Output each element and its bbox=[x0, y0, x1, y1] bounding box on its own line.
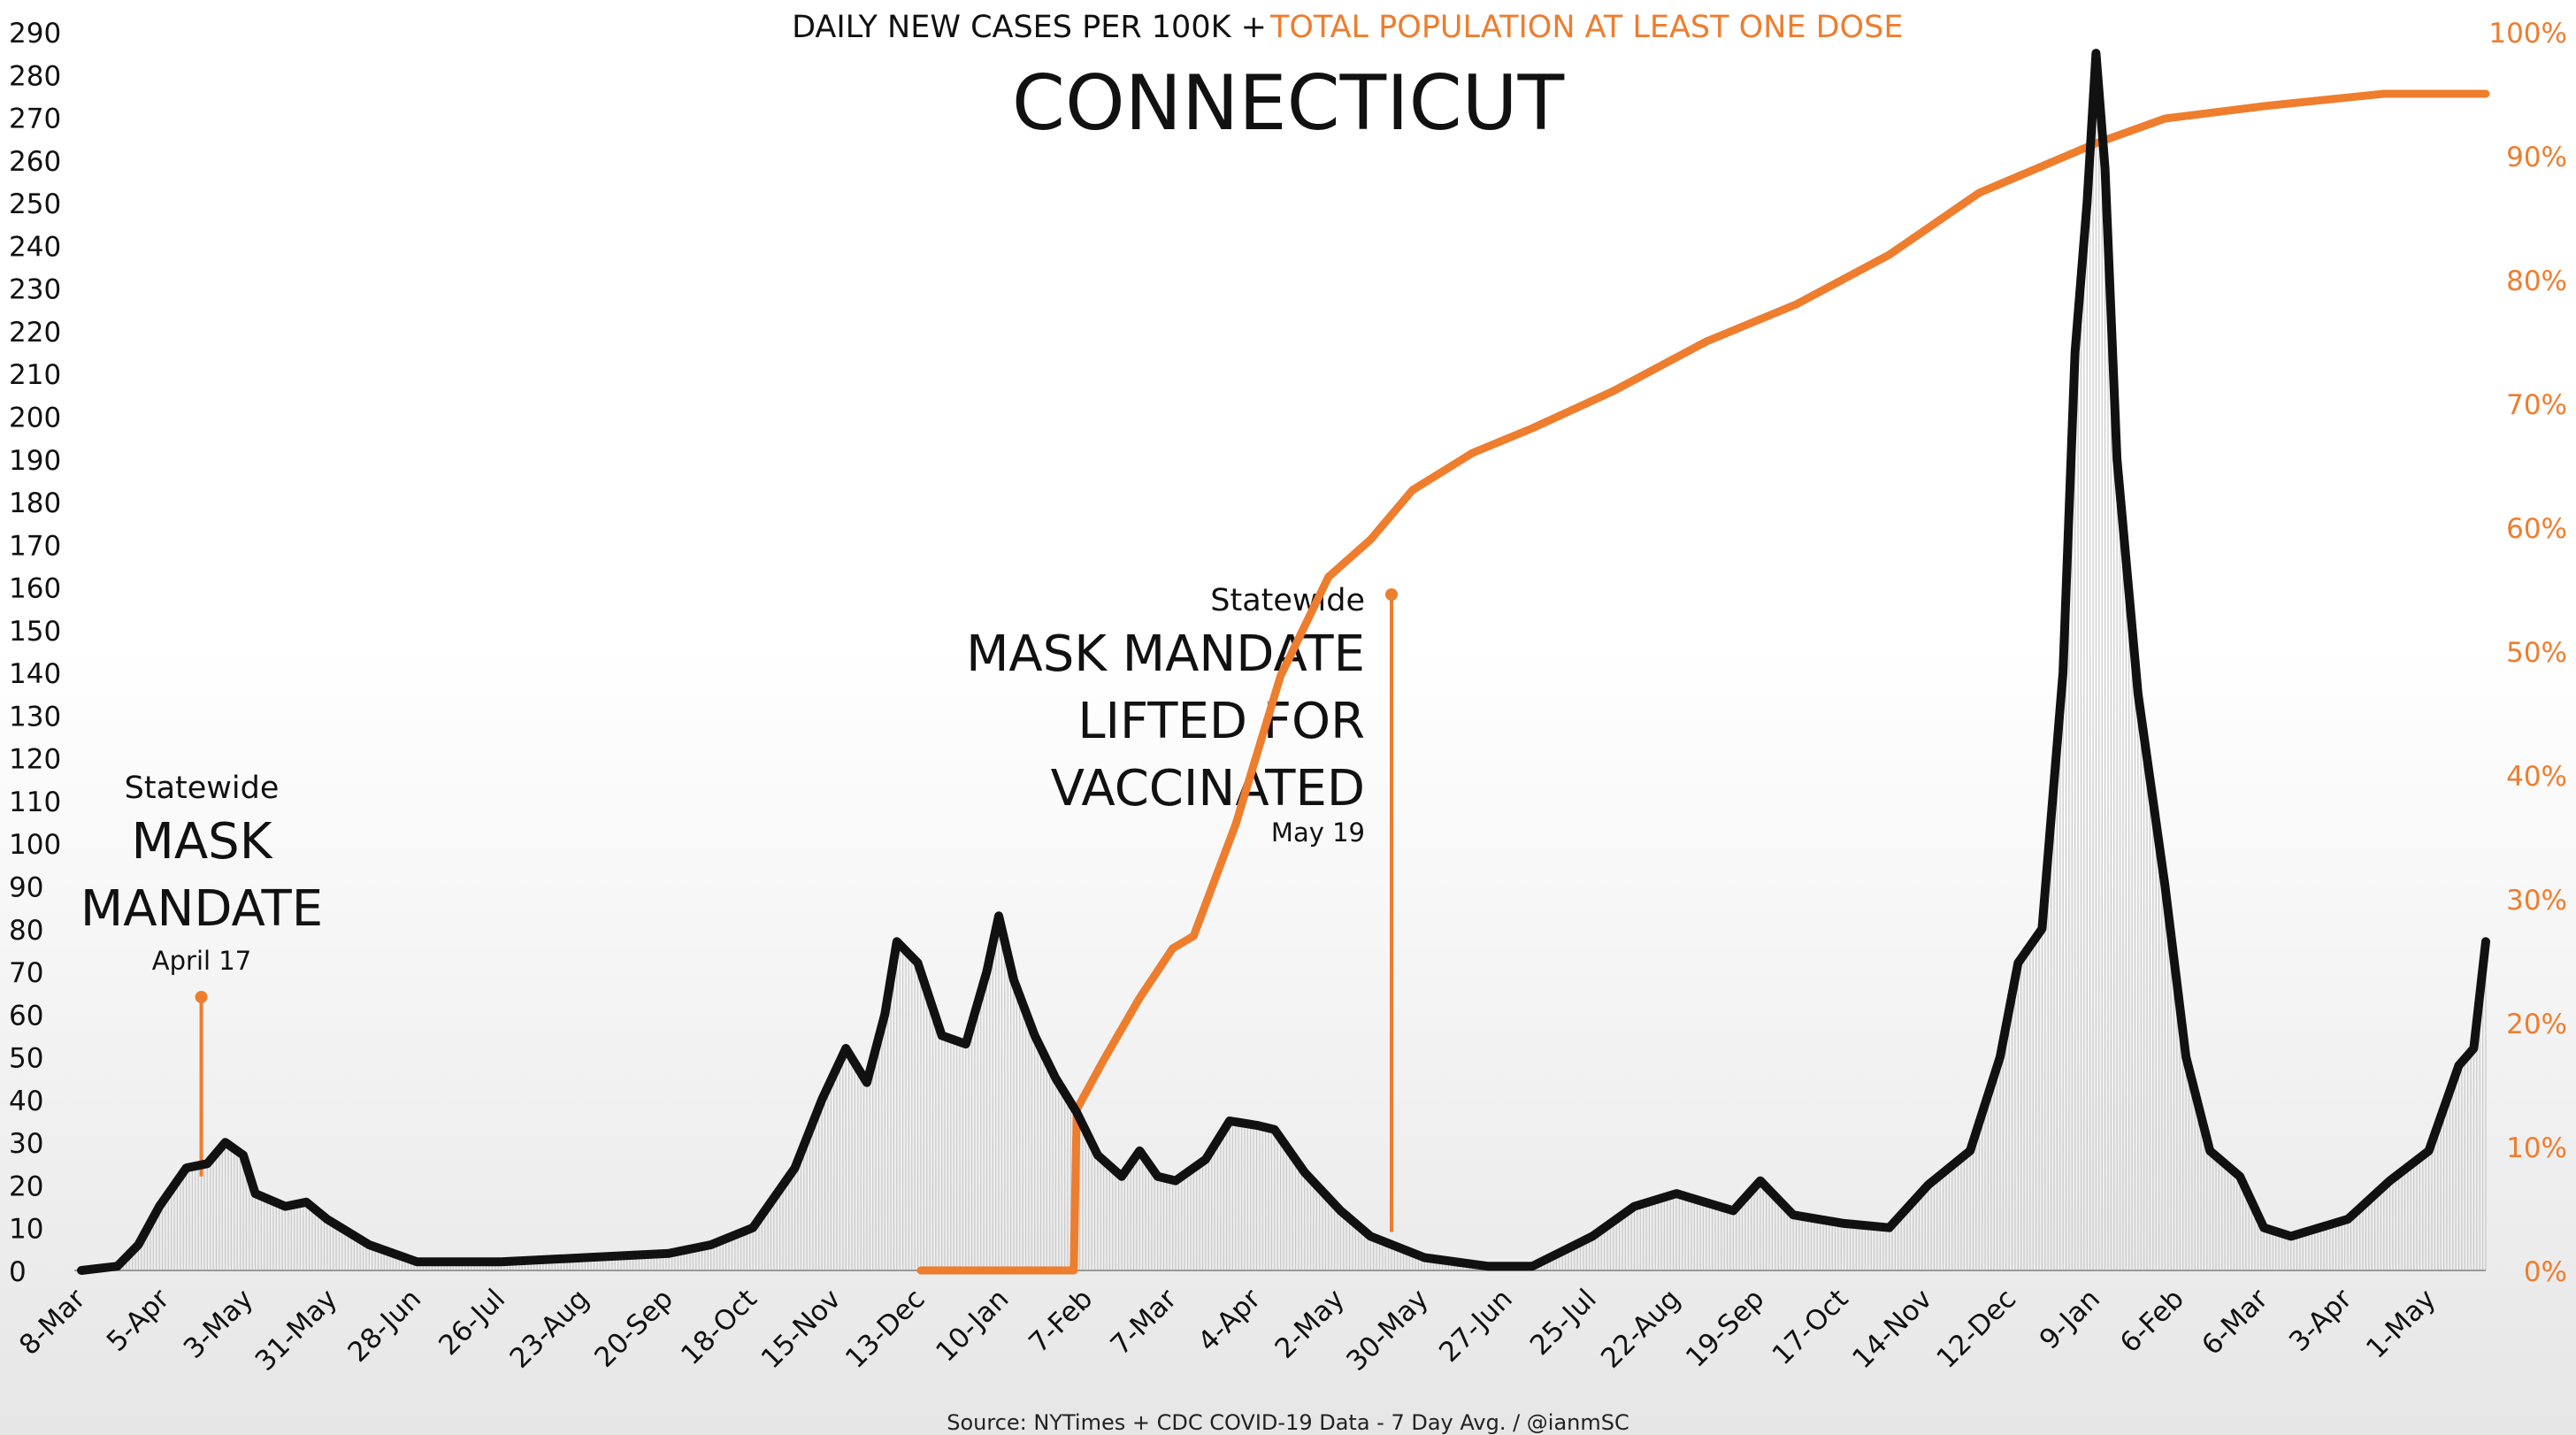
x-tick-label: 3-Apr bbox=[2283, 1283, 2358, 1358]
y-left-tick-label: 290 bbox=[9, 18, 61, 50]
x-tick-label: 14-Nov bbox=[1846, 1283, 1938, 1375]
y-left-tick-label: 10 bbox=[9, 1214, 43, 1246]
x-tick-label: 30-May bbox=[1340, 1283, 1435, 1377]
annotation-dot bbox=[195, 991, 208, 1003]
y-left-tick-label: 190 bbox=[9, 445, 61, 477]
annotation-small: Statewide bbox=[1210, 583, 1365, 618]
y-left-tick-label: 280 bbox=[9, 60, 61, 92]
y-right-tick-label: 70% bbox=[2506, 389, 2567, 421]
x-tick-label: 31-May bbox=[249, 1283, 344, 1377]
x-tick-label: 1-May bbox=[2360, 1283, 2442, 1365]
annotation-big: LIFTED FOR bbox=[1077, 693, 1365, 750]
y-right-tick-label: 10% bbox=[2506, 1132, 2567, 1164]
y-left-tick-label: 250 bbox=[9, 188, 61, 220]
x-tick-label: 15-Nov bbox=[755, 1283, 847, 1375]
y-right-tick-label: 60% bbox=[2506, 513, 2567, 545]
x-tick-label: 7-Mar bbox=[1105, 1283, 1184, 1362]
x-tick-label: 19-Sep bbox=[1680, 1283, 1771, 1374]
x-tick-label: 12-Dec bbox=[1931, 1283, 2023, 1375]
y-right-tick-label: 50% bbox=[2506, 637, 2567, 669]
y-left-tick-label: 260 bbox=[9, 146, 61, 178]
x-tick-label: 28-Jun bbox=[341, 1283, 427, 1369]
x-tick-label: 18-Oct bbox=[675, 1283, 763, 1371]
x-tick-label: 2-May bbox=[1269, 1283, 1351, 1365]
source-note: Source: NYTimes + CDC COVID-19 Data - 7 … bbox=[947, 1410, 1629, 1435]
chart-title: CONNECTICUT bbox=[1012, 59, 1565, 148]
y-left-tick-label: 130 bbox=[9, 701, 61, 733]
annotation-big: VACCINATED bbox=[1051, 760, 1365, 817]
annotation-date: April 17 bbox=[152, 946, 251, 976]
y-left-tick-label: 90 bbox=[9, 872, 43, 904]
vaccine-line bbox=[916, 89, 2490, 1275]
y-right-tick-label: 20% bbox=[2506, 1009, 2567, 1040]
y-left-tick-label: 210 bbox=[9, 359, 61, 391]
x-tick-label: 7-Feb bbox=[1023, 1283, 1099, 1359]
annotation-date: May 19 bbox=[1271, 817, 1365, 848]
y-left-tick-label: 150 bbox=[9, 616, 61, 648]
y-left-axis: 0 10 20 30 40 50 60 70 80 90 100 110 120 130 140 150 160… bbox=[9, 18, 61, 1288]
x-tick-label: 5-Apr bbox=[101, 1283, 176, 1358]
y-left-tick-label: 170 bbox=[9, 530, 61, 562]
y-left-tick-label: 120 bbox=[9, 744, 61, 776]
y-left-tick-label: 30 bbox=[9, 1128, 43, 1160]
annotation-big: MANDATE bbox=[80, 880, 323, 938]
y-left-tick-label: 80 bbox=[9, 915, 43, 947]
y-right-tick-label: 40% bbox=[2506, 761, 2567, 793]
y-right-tick-label: 30% bbox=[2506, 885, 2567, 917]
x-tick-label: 4-Apr bbox=[1192, 1283, 1267, 1358]
y-left-tick-label: 140 bbox=[9, 658, 61, 690]
x-tick-label: 23-Aug bbox=[503, 1283, 595, 1375]
y-right-tick-label: 90% bbox=[2506, 142, 2567, 173]
y-left-tick-label: 220 bbox=[9, 317, 61, 349]
x-tick-label: 22-Aug bbox=[1595, 1283, 1687, 1375]
y-left-tick-label: 40 bbox=[9, 1086, 43, 1117]
y-left-tick-label: 180 bbox=[9, 487, 61, 519]
x-tick-label: 10-Jan bbox=[930, 1283, 1015, 1368]
y-left-tick-label: 160 bbox=[9, 573, 61, 605]
y-left-tick-label: 20 bbox=[9, 1170, 43, 1202]
y-left-tick-label: 60 bbox=[9, 1000, 43, 1032]
x-tick-label: 13-Dec bbox=[840, 1283, 932, 1375]
y-right-tick-label: 100% bbox=[2488, 18, 2567, 50]
annotation-dot bbox=[1385, 588, 1399, 601]
y-left-tick-label: 230 bbox=[9, 274, 61, 306]
annotation-big: MASK bbox=[132, 813, 273, 871]
x-tick-label: 17-Oct bbox=[1767, 1283, 1855, 1371]
x-tick-label: 6-Mar bbox=[2196, 1283, 2274, 1362]
x-tick-label: 8-Mar bbox=[13, 1283, 92, 1362]
x-tick-label: 27-Jun bbox=[1433, 1283, 1519, 1369]
chart-header-right: TOTAL POPULATION AT LEAST ONE DOSE bbox=[1269, 10, 1903, 45]
y-left-tick-label: 240 bbox=[9, 231, 61, 263]
y-right-tick-label: 80% bbox=[2506, 265, 2567, 297]
chart-header-left: DAILY NEW CASES PER 100K + bbox=[792, 10, 1267, 45]
x-tick-label: 20-Sep bbox=[588, 1283, 679, 1374]
y-left-tick-label: 0 bbox=[9, 1256, 27, 1288]
x-tick-label: 3-May bbox=[178, 1283, 260, 1365]
annotation-small: Statewide bbox=[125, 771, 280, 806]
y-left-tick-label: 100 bbox=[9, 829, 61, 861]
cases-line bbox=[77, 49, 2490, 1275]
x-tick-label: 6-Feb bbox=[2114, 1283, 2190, 1359]
x-tick-label: 9-Jan bbox=[2034, 1283, 2106, 1355]
y-left-tick-label: 70 bbox=[9, 957, 43, 989]
x-tick-label: 25-Jul bbox=[1524, 1283, 1603, 1362]
y-left-tick-label: 270 bbox=[9, 104, 61, 135]
y-right-axis: 0% 10% 20% 30% 40% 50% 60% 70% 80% 90% 100% bbox=[2488, 18, 2567, 1288]
y-right-tick-label: 0% bbox=[2524, 1256, 2567, 1288]
y-left-tick-label: 50 bbox=[9, 1043, 43, 1075]
x-tick-label: 26-Jul bbox=[433, 1283, 511, 1362]
y-left-tick-label: 200 bbox=[9, 402, 61, 434]
y-left-tick-label: 110 bbox=[9, 787, 61, 818]
